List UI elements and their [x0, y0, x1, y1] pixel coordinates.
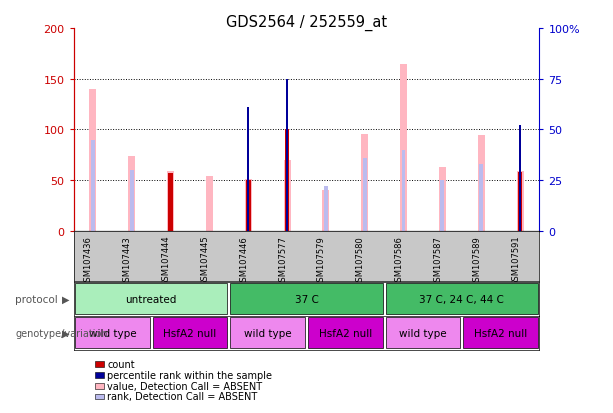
Text: GSM107580: GSM107580	[356, 235, 365, 286]
Bar	[247, 108, 249, 231]
Text: GSM107446: GSM107446	[239, 235, 248, 286]
Bar	[322, 191, 329, 231]
Text: HsfA2 null: HsfA2 null	[319, 328, 372, 338]
Bar	[75, 283, 227, 315]
Bar	[400, 65, 407, 231]
Bar	[386, 283, 538, 315]
Text: genotype/variation: genotype/variation	[15, 328, 108, 338]
Text: GSM107444: GSM107444	[162, 235, 170, 286]
Text: value, Detection Call = ABSENT: value, Detection Call = ABSENT	[107, 381, 262, 391]
Bar	[439, 168, 446, 231]
Bar	[518, 179, 522, 231]
Text: GSM107586: GSM107586	[395, 235, 403, 286]
Bar	[130, 171, 134, 231]
Text: protocol: protocol	[15, 294, 58, 304]
Bar	[284, 161, 291, 231]
Text: GSM107589: GSM107589	[472, 235, 481, 286]
Text: ▶: ▶	[63, 328, 70, 338]
Bar	[518, 173, 522, 231]
Bar	[386, 317, 460, 349]
Bar	[167, 171, 174, 231]
Text: GSM107587: GSM107587	[433, 235, 443, 286]
Bar	[517, 171, 524, 231]
Bar	[479, 164, 483, 231]
Bar	[363, 159, 367, 231]
Bar	[402, 150, 406, 231]
Text: GSM107577: GSM107577	[278, 235, 287, 286]
Text: wild type: wild type	[399, 328, 447, 338]
Bar	[89, 90, 96, 231]
Text: GSM107436: GSM107436	[84, 235, 93, 286]
Text: untreated: untreated	[126, 294, 177, 304]
Bar	[285, 130, 289, 231]
Bar	[361, 135, 368, 231]
Text: wild type: wild type	[244, 328, 292, 338]
Text: wild type: wild type	[88, 328, 136, 338]
Bar	[230, 317, 305, 349]
Text: GSM107579: GSM107579	[317, 235, 326, 286]
Bar	[286, 79, 288, 231]
Text: ▶: ▶	[63, 294, 70, 304]
Text: GSM107445: GSM107445	[200, 235, 210, 286]
Bar	[91, 140, 95, 231]
Bar	[441, 181, 444, 231]
Bar	[245, 180, 252, 231]
Bar	[75, 317, 150, 349]
Text: 37 C, 24 C, 44 C: 37 C, 24 C, 44 C	[419, 294, 504, 304]
Bar	[519, 126, 521, 231]
Bar	[463, 317, 538, 349]
Text: GDS2564 / 252559_at: GDS2564 / 252559_at	[226, 14, 387, 31]
Text: GSM107443: GSM107443	[123, 235, 132, 286]
Text: count: count	[107, 359, 135, 369]
Bar	[324, 187, 328, 231]
Bar	[308, 317, 383, 349]
Bar	[128, 157, 135, 231]
Bar	[169, 173, 173, 231]
Text: HsfA2 null: HsfA2 null	[164, 328, 216, 338]
Bar	[478, 136, 485, 231]
Text: percentile rank within the sample: percentile rank within the sample	[107, 370, 272, 380]
Bar	[230, 283, 383, 315]
Text: 37 C: 37 C	[295, 294, 318, 304]
Bar	[153, 317, 227, 349]
Text: HsfA2 null: HsfA2 null	[474, 328, 527, 338]
Text: GSM107591: GSM107591	[511, 235, 520, 286]
Bar	[206, 177, 213, 231]
Bar	[246, 181, 251, 231]
Text: rank, Detection Call = ABSENT: rank, Detection Call = ABSENT	[107, 392, 257, 401]
